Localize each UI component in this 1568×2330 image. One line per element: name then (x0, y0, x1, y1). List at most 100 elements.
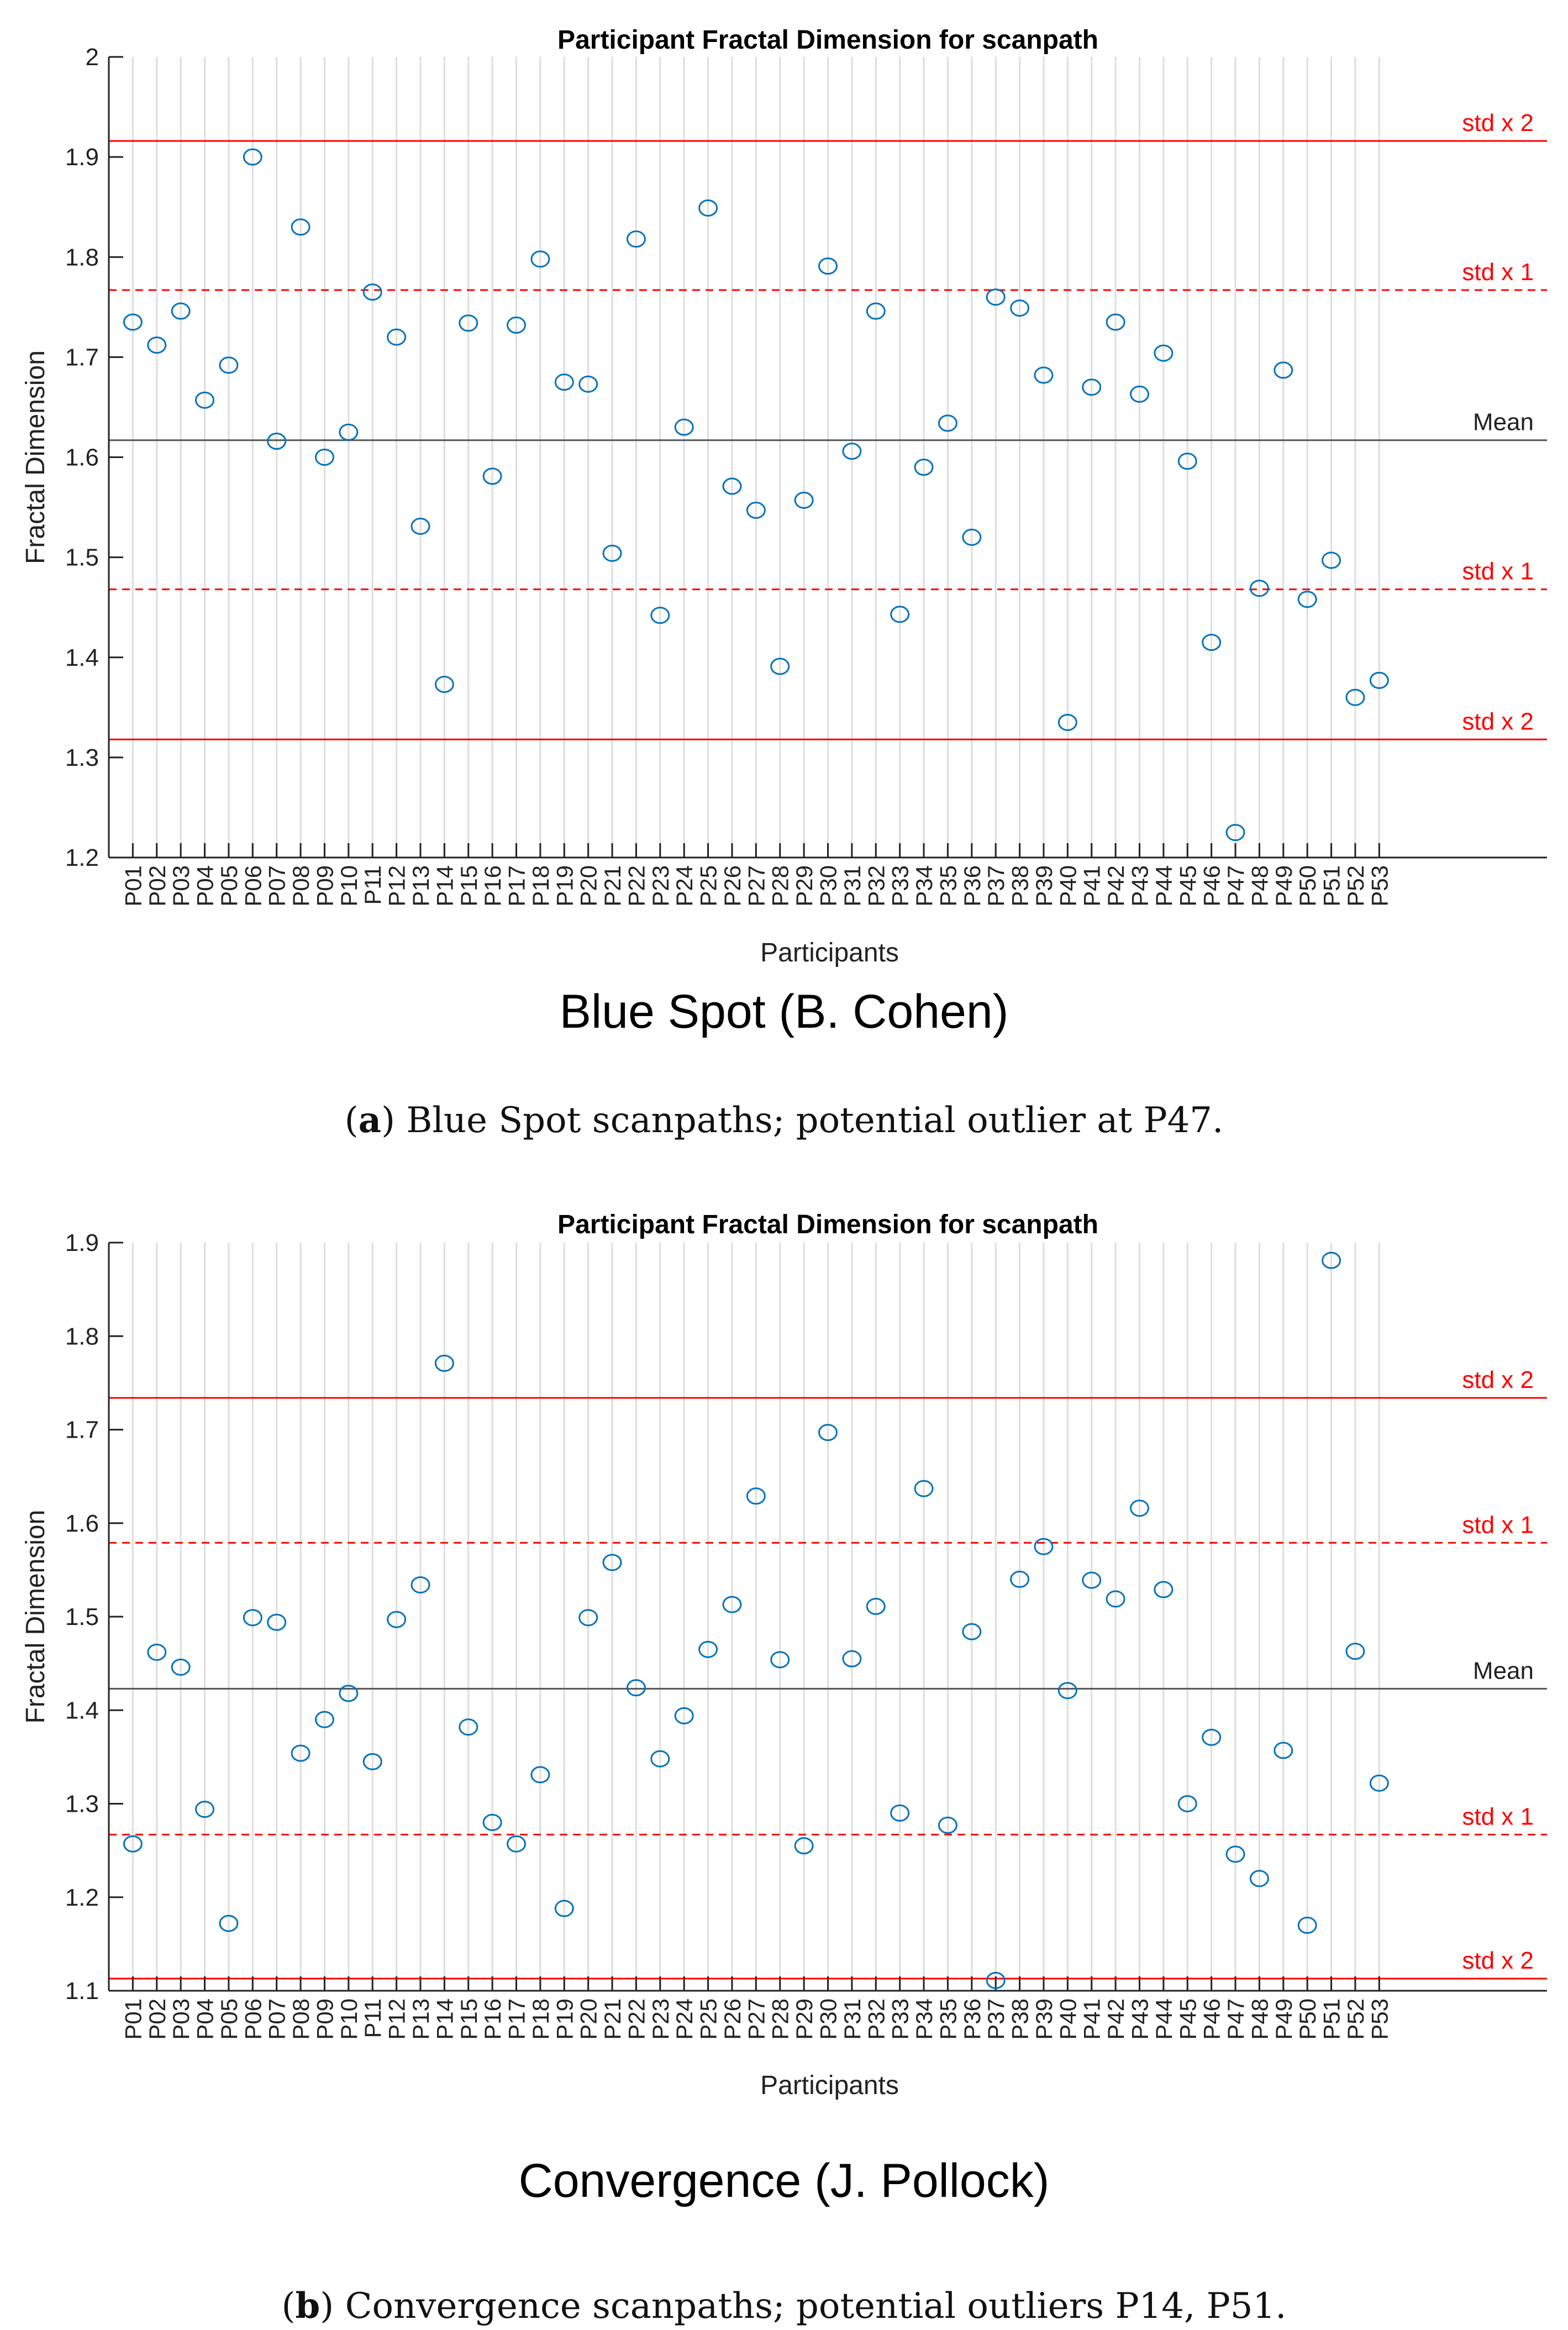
x-tick-label: P05 (216, 865, 242, 907)
y-tick-label: 1.4 (65, 644, 99, 671)
y-tick-label: 1.7 (65, 344, 99, 371)
x-tick-label: P41 (1079, 1998, 1105, 2040)
data-point (1345, 688, 1365, 706)
x-tick-label: P10 (336, 1998, 362, 2040)
x-tick-label: P52 (1343, 865, 1369, 907)
x-tick-label: P11 (360, 1998, 386, 2038)
y-tick-label: 1.2 (65, 844, 99, 871)
reference-label-mean: Mean (1473, 409, 1534, 436)
y-tick-label: 1.1 (65, 1977, 99, 2005)
x-tick-label: P22 (623, 865, 649, 907)
caption-text: Convergence scanpaths; potential outlier… (345, 2286, 1287, 2327)
y-tick-label: 1.6 (65, 1510, 99, 1537)
data-point (530, 250, 550, 268)
x-tick-label: P15 (456, 865, 482, 907)
x-tick-label: P53 (1366, 1998, 1392, 2040)
data-point (554, 374, 574, 391)
x-tick-label: P21 (599, 1998, 625, 2040)
x-tick-label: P08 (288, 1998, 314, 2040)
caption-label: a (358, 1100, 382, 1141)
data-point (890, 606, 910, 623)
x-tick-label: P42 (1103, 865, 1129, 907)
data-point (914, 1480, 934, 1497)
data-point (387, 1611, 407, 1628)
x-tick-label: P46 (1199, 865, 1225, 907)
data-point (650, 607, 670, 624)
x-tick-label: P17 (504, 865, 530, 907)
data-point (339, 1685, 359, 1702)
x-tick-label: P42 (1103, 1998, 1129, 2040)
data-point (698, 199, 718, 217)
data-point (1082, 1571, 1102, 1589)
x-tick-label: P27 (743, 1998, 769, 2040)
data-point (698, 1640, 718, 1658)
x-tick-label: P05 (216, 1998, 242, 2040)
x-tick-label: P04 (192, 1998, 218, 2040)
x-tick-label: P34 (911, 1998, 937, 2040)
data-point (1274, 361, 1293, 379)
data-point (459, 1718, 478, 1736)
x-tick-label: P48 (1246, 1998, 1272, 2040)
x-tick-label: P26 (719, 1998, 745, 2040)
data-point (1225, 824, 1245, 841)
x-tick-label: P33 (887, 865, 913, 907)
data-point (1177, 453, 1197, 470)
reference-label-std1: std x 1 (1462, 1803, 1534, 1830)
x-tick-label: P01 (120, 865, 146, 907)
data-point (147, 336, 167, 354)
data-point (1034, 1538, 1054, 1555)
data-point (1322, 551, 1341, 569)
x-tick-label: P29 (791, 865, 817, 907)
data-point (722, 477, 742, 495)
x-tick-label: P32 (863, 865, 889, 907)
x-tick-label: P20 (576, 865, 602, 907)
x-tick-label: P03 (168, 1998, 194, 2040)
data-point (123, 313, 143, 331)
y-tick-label: 1.8 (65, 244, 99, 271)
data-point (818, 257, 838, 275)
data-point (482, 467, 502, 485)
x-tick-label: P44 (1151, 865, 1177, 907)
y-tick-label: 1.5 (65, 1603, 99, 1631)
x-tick-label: P28 (767, 865, 793, 907)
x-tick-label: P14 (432, 1998, 457, 2040)
x-tick-label: P18 (528, 1998, 554, 2040)
x-tick-label: P41 (1079, 865, 1105, 907)
x-tick-label: P46 (1199, 1998, 1225, 2040)
data-point (1249, 580, 1269, 597)
x-tick-label: P35 (935, 865, 961, 907)
reference-label-mean: Mean (1473, 1657, 1534, 1684)
data-point (986, 288, 1006, 306)
data-point (866, 302, 886, 320)
data-point (1057, 1682, 1077, 1700)
data-point (770, 1651, 790, 1669)
x-tick-label: P24 (671, 865, 697, 907)
x-tick-label: P45 (1175, 865, 1201, 907)
caption-label: b (295, 2285, 320, 2327)
caption-b: (b) Convergence scanpaths; potential out… (281, 2285, 1287, 2327)
x-tick-label: P02 (144, 1998, 170, 2040)
x-tick-label: P37 (983, 1998, 1009, 2040)
y-tick-label: 1.8 (65, 1323, 99, 1350)
reference-label-std1: std x 1 (1462, 259, 1534, 286)
x-tick-label: P35 (935, 1998, 961, 2040)
x-tick-label: P37 (983, 865, 1009, 907)
data-point (746, 1487, 766, 1505)
x-tick-label: P09 (312, 865, 338, 907)
data-point (650, 1750, 670, 1768)
x-tick-label: P18 (528, 865, 554, 907)
data-point (530, 1766, 550, 1784)
data-point (1129, 1500, 1149, 1517)
x-tick-label: P50 (1295, 1998, 1320, 2040)
data-point (1154, 344, 1174, 362)
data-point (219, 1915, 239, 1932)
data-point (986, 1971, 1006, 1989)
data-point (1010, 299, 1030, 317)
x-tick-label: P36 (959, 865, 985, 907)
data-point (602, 1554, 622, 1571)
data-point (314, 1711, 334, 1728)
y-tick-label: 1.3 (65, 1791, 99, 1818)
data-point (459, 314, 478, 332)
x-tick-label: P08 (288, 865, 314, 907)
x-tick-label: P28 (767, 1998, 793, 2040)
